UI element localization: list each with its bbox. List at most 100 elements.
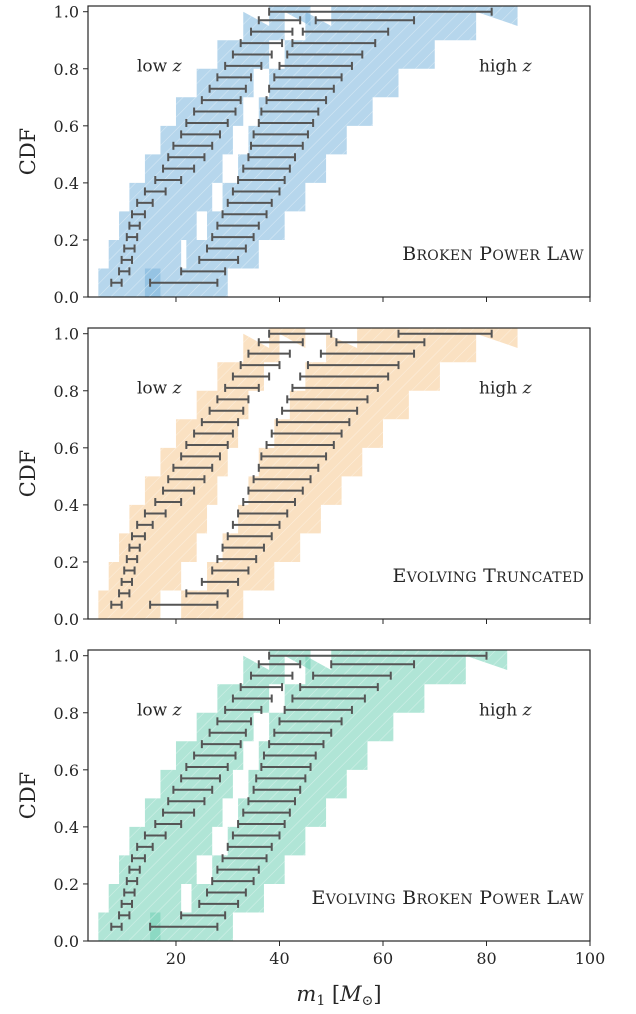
region-label-high-z: high z [479, 57, 533, 77]
error-bar [221, 854, 268, 863]
error-bar [397, 329, 493, 338]
error-bar [306, 361, 400, 370]
error-bar [123, 888, 136, 897]
error-bar [198, 899, 240, 908]
error-bar [260, 762, 312, 771]
error-bar [231, 831, 281, 840]
error-bar [278, 61, 353, 70]
y-tick-label: 1.0 [54, 647, 79, 666]
error-bar [286, 395, 369, 404]
error-bar [185, 762, 229, 771]
y-tick-label: 0.8 [54, 382, 79, 401]
error-bar [237, 509, 289, 518]
region-label-low-z: low z [137, 379, 183, 399]
error-bar [257, 660, 302, 669]
y-tick-label: 0.6 [54, 761, 79, 780]
error-bar [130, 532, 146, 541]
axes-frame [87, 649, 591, 942]
error-bar [301, 27, 390, 36]
error-bar [252, 475, 312, 484]
error-bar [167, 153, 206, 162]
error-bar [255, 774, 307, 783]
error-bar [224, 383, 260, 392]
region-label-low-z: low z [137, 701, 183, 721]
error-bar [128, 865, 141, 874]
error-bar [273, 73, 343, 82]
error-bar [239, 683, 284, 692]
error-bar [224, 61, 263, 70]
error-bar [250, 141, 304, 150]
panel-3: 0.0 0.2 0.4 0.6 0.8 1.0 20 40 60 80 100 CDF low z hig… [16, 647, 605, 968]
error-bar [330, 660, 416, 669]
error-bar [136, 842, 154, 851]
error-bar [299, 683, 379, 692]
error-bar [242, 498, 297, 507]
error-bar [221, 210, 268, 219]
region-label-high-z: high z [479, 701, 533, 721]
error-bar [252, 130, 309, 139]
error-bar [231, 372, 271, 381]
error-bar [314, 16, 416, 25]
error-bar [200, 96, 242, 105]
error-bar [118, 589, 131, 598]
error-bar [247, 486, 304, 495]
error-bar [172, 463, 214, 472]
error-bar [268, 329, 333, 338]
error-bar [120, 255, 133, 264]
model-label: EVOLVING TRUNCATED [393, 565, 584, 587]
error-bar [231, 50, 273, 59]
error-bar [270, 429, 343, 438]
error-bar [216, 555, 258, 564]
y-tick-label: 0.6 [54, 117, 79, 136]
svg-text:m1 [M⊙]: m1 [M⊙] [296, 982, 381, 1009]
error-bar [154, 498, 183, 507]
error-bar [206, 244, 247, 253]
error-bar [242, 164, 291, 173]
panel-1: 0.0 0.2 0.4 0.6 0.8 1.0 CDF low z high z BROKEN P… [16, 3, 591, 307]
error-bar [208, 728, 247, 737]
error-bar [162, 486, 196, 495]
error-bar [335, 338, 426, 347]
band-hatch-low-z [98, 6, 311, 297]
error-bar [200, 577, 240, 586]
error-bar [185, 440, 229, 449]
error-bar [118, 911, 131, 920]
y-tick-label: 0.6 [54, 439, 79, 458]
error-bar [120, 577, 133, 586]
y-tick-label: 0.8 [54, 60, 79, 79]
error-bar [130, 210, 146, 219]
error-bar [136, 198, 154, 207]
error-bar [257, 463, 320, 472]
error-bar [226, 198, 273, 207]
error-bar [260, 452, 328, 461]
error-bar [216, 717, 253, 726]
y-tick-label: 0.0 [54, 932, 79, 951]
error-bar [221, 543, 265, 552]
error-bar [120, 899, 133, 908]
error-bar [211, 877, 255, 886]
error-bar [149, 600, 219, 609]
x-axis-label: m1 [M⊙] [296, 982, 381, 1009]
error-bar [257, 16, 302, 25]
y-tick-label: 0.4 [54, 818, 79, 837]
error-bar [149, 278, 219, 287]
error-bar [250, 671, 294, 680]
error-bar [216, 221, 260, 230]
error-bar [275, 418, 351, 427]
error-bar [265, 96, 328, 105]
y-axis-label: CDF [16, 128, 40, 175]
error-bar [172, 141, 214, 150]
error-bar [312, 671, 392, 680]
error-bar [211, 566, 250, 575]
error-bar [265, 440, 335, 449]
error-bar [167, 475, 206, 484]
error-bar [247, 797, 297, 806]
error-bar [200, 740, 242, 749]
error-bar [216, 865, 260, 874]
error-bar [125, 233, 139, 242]
error-bar [239, 361, 281, 370]
model-label: EVOLVING BROKEN POWER LAW [312, 887, 585, 909]
error-bar [216, 395, 250, 404]
error-bar [143, 187, 167, 196]
